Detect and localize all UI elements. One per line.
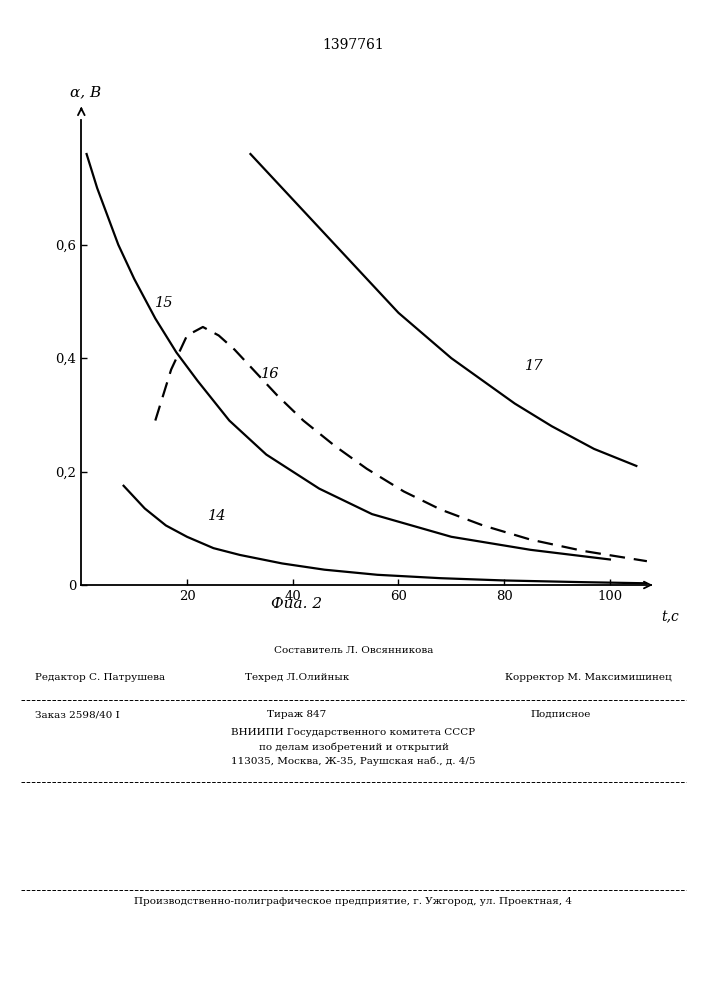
Text: Техред Л.Олийнык: Техред Л.Олийнык (245, 673, 349, 682)
Text: 17: 17 (525, 359, 544, 373)
Text: Составитель Л. Овсянникова: Составитель Л. Овсянникова (274, 646, 433, 655)
Text: Подписное: Подписное (530, 710, 590, 719)
Text: 15: 15 (156, 296, 174, 310)
Text: Тираж 847: Тираж 847 (267, 710, 327, 719)
Text: Корректор М. Максимишинец: Корректор М. Максимишинец (505, 673, 672, 682)
Text: ВНИИПИ Государственного комитета СССР: ВНИИПИ Государственного комитета СССР (231, 728, 476, 737)
Text: 16: 16 (261, 367, 279, 381)
Text: Редактор С. Патрушева: Редактор С. Патрушева (35, 673, 165, 682)
Text: Заказ 2598/40 І: Заказ 2598/40 І (35, 710, 120, 719)
Text: по делам изобретений и открытий: по делам изобретений и открытий (259, 742, 448, 752)
Text: 113035, Москва, Ж-35, Раушская наб., д. 4/5: 113035, Москва, Ж-35, Раушская наб., д. … (231, 756, 476, 766)
Text: Фиа. 2: Фиа. 2 (271, 597, 322, 611)
Text: α, B: α, B (70, 85, 101, 99)
Text: 14: 14 (208, 509, 227, 523)
Text: 1397761: 1397761 (322, 38, 385, 52)
Text: t,c: t,c (661, 611, 679, 625)
Text: Производственно-полиграфическое предприятие, г. Ужгород, ул. Проектная, 4: Производственно-полиграфическое предприя… (134, 897, 573, 906)
